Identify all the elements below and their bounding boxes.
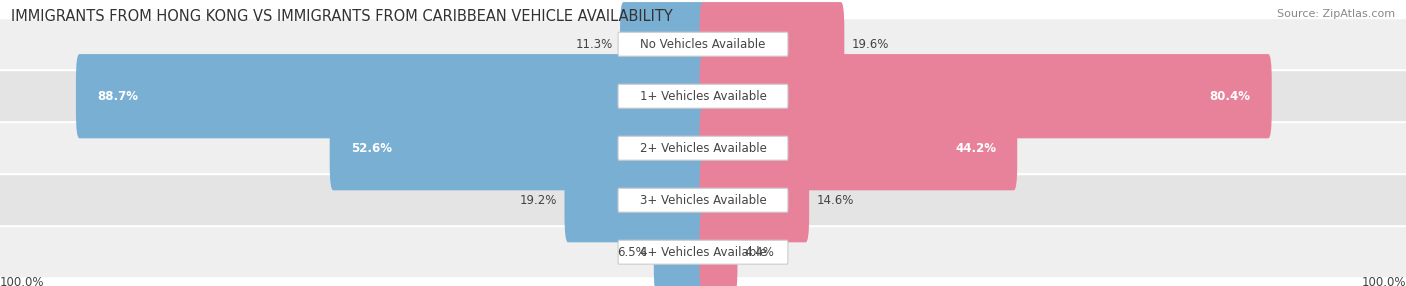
FancyBboxPatch shape [700, 54, 1272, 138]
FancyBboxPatch shape [0, 19, 1406, 69]
FancyBboxPatch shape [0, 227, 1406, 277]
Text: 4.4%: 4.4% [745, 246, 775, 259]
Text: 6.5%: 6.5% [617, 246, 647, 259]
Text: Source: ZipAtlas.com: Source: ZipAtlas.com [1277, 9, 1395, 19]
FancyBboxPatch shape [700, 2, 844, 86]
FancyBboxPatch shape [565, 158, 707, 242]
FancyBboxPatch shape [0, 71, 1406, 121]
Text: 19.2%: 19.2% [520, 194, 558, 207]
FancyBboxPatch shape [700, 106, 1018, 190]
FancyBboxPatch shape [700, 210, 738, 286]
Text: 3+ Vehicles Available: 3+ Vehicles Available [640, 194, 766, 207]
Text: No Vehicles Available: No Vehicles Available [640, 38, 766, 51]
FancyBboxPatch shape [619, 188, 787, 212]
FancyBboxPatch shape [0, 175, 1406, 225]
FancyBboxPatch shape [619, 84, 787, 108]
Text: 19.6%: 19.6% [852, 38, 889, 51]
FancyBboxPatch shape [0, 123, 1406, 173]
Text: 11.3%: 11.3% [576, 38, 613, 51]
Text: 88.7%: 88.7% [97, 90, 138, 103]
Text: IMMIGRANTS FROM HONG KONG VS IMMIGRANTS FROM CARIBBEAN VEHICLE AVAILABILITY: IMMIGRANTS FROM HONG KONG VS IMMIGRANTS … [11, 9, 673, 23]
Text: 2+ Vehicles Available: 2+ Vehicles Available [640, 142, 766, 155]
FancyBboxPatch shape [76, 54, 707, 138]
FancyBboxPatch shape [619, 136, 787, 160]
FancyBboxPatch shape [654, 210, 707, 286]
FancyBboxPatch shape [700, 158, 810, 242]
Text: 44.2%: 44.2% [955, 142, 997, 155]
Text: 52.6%: 52.6% [352, 142, 392, 155]
Text: 100.0%: 100.0% [1361, 276, 1406, 286]
Text: 4+ Vehicles Available: 4+ Vehicles Available [640, 246, 766, 259]
Text: 14.6%: 14.6% [815, 194, 853, 207]
Text: 1+ Vehicles Available: 1+ Vehicles Available [640, 90, 766, 103]
Text: 100.0%: 100.0% [0, 276, 45, 286]
FancyBboxPatch shape [329, 106, 707, 190]
FancyBboxPatch shape [619, 32, 787, 56]
Text: 80.4%: 80.4% [1209, 90, 1251, 103]
FancyBboxPatch shape [619, 240, 787, 264]
FancyBboxPatch shape [620, 2, 707, 86]
